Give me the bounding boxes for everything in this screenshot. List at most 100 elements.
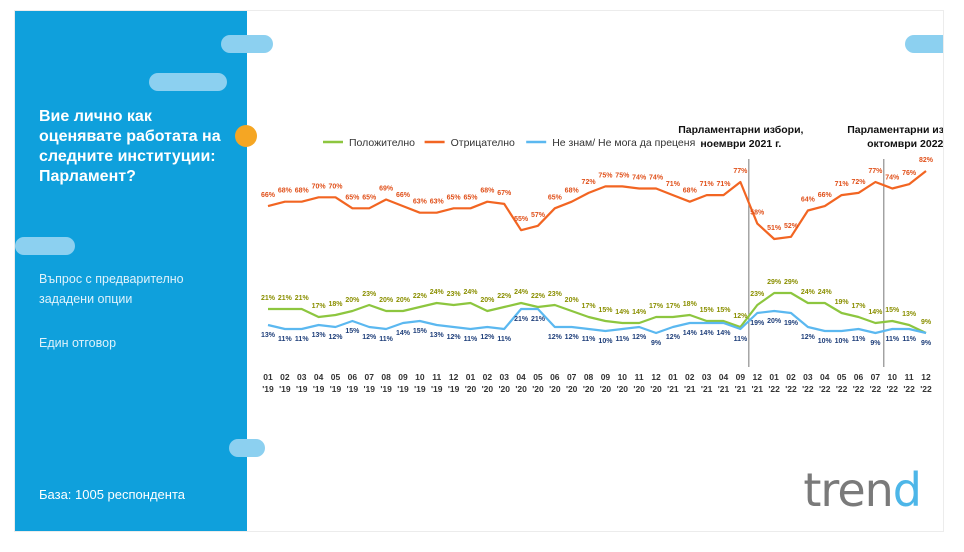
- data-label-positive: 21%: [261, 295, 276, 302]
- data-label-dont-know: 21%: [531, 316, 546, 323]
- slide: Вие лично как оценявате работата на след…: [14, 10, 944, 532]
- data-label-dont-know: 11%: [278, 336, 292, 343]
- decor-pill: [149, 73, 227, 91]
- x-tick-month: 04: [516, 372, 526, 382]
- x-tick-month: 05: [533, 372, 543, 382]
- x-tick-month: 05: [331, 372, 341, 382]
- x-tick-year: '20: [566, 384, 578, 394]
- data-label-negative: 66%: [396, 192, 411, 199]
- data-label-dont-know: 20%: [767, 318, 782, 325]
- x-tick-year: '22: [819, 384, 831, 394]
- data-label-positive: 17%: [582, 303, 597, 310]
- data-label-positive: 20%: [480, 297, 495, 304]
- data-label-negative: 63%: [413, 199, 428, 206]
- data-label-positive: 15%: [885, 307, 900, 314]
- data-label-dont-know: 10%: [818, 338, 833, 345]
- x-tick-month: 03: [297, 372, 307, 382]
- data-label-dont-know: 11%: [582, 336, 596, 343]
- answer-type-note: Един отговор: [39, 336, 117, 350]
- x-tick-year: '22: [836, 384, 848, 394]
- election-annotation: Парламентарни избори,: [847, 124, 943, 136]
- data-label-negative: 71%: [666, 181, 681, 188]
- data-label-dont-know: 12%: [548, 334, 563, 341]
- data-label-dont-know: 11%: [885, 336, 899, 343]
- question-title: Вие лично как оценявате работата на след…: [39, 108, 221, 185]
- data-label-positive: 9%: [921, 319, 932, 326]
- data-label-positive: 24%: [514, 289, 529, 296]
- x-tick-year: '19: [363, 384, 375, 394]
- data-label-negative: 70%: [312, 183, 327, 190]
- data-label-positive: 20%: [379, 297, 394, 304]
- x-tick-year: '19: [397, 384, 409, 394]
- data-label-positive: 19%: [835, 299, 850, 306]
- x-tick-month: 06: [854, 372, 864, 382]
- data-label-negative: 71%: [835, 181, 850, 188]
- data-label-positive: 15%: [700, 307, 715, 314]
- x-tick-year: '20: [482, 384, 494, 394]
- data-label-dont-know: 15%: [345, 328, 360, 335]
- x-tick-year: '20: [617, 384, 629, 394]
- data-label-negative: 65%: [362, 194, 377, 201]
- data-label-negative: 75%: [598, 172, 613, 179]
- data-label-positive: 17%: [312, 303, 327, 310]
- series-line-dont-know: [267, 307, 927, 335]
- x-tick-month: 12: [921, 372, 931, 382]
- x-tick-month: 08: [584, 372, 594, 382]
- logo-text: tren: [803, 463, 893, 517]
- data-label-positive: 22%: [531, 293, 546, 300]
- x-tick-month: 08: [381, 372, 391, 382]
- data-label-positive: 18%: [683, 301, 698, 308]
- x-tick-year: '20: [465, 384, 477, 394]
- data-label-dont-know: 13%: [261, 332, 276, 339]
- data-label-dont-know: 13%: [430, 332, 445, 339]
- election-annotation: Парламентарни избори,: [678, 124, 803, 136]
- data-label-dont-know: 11%: [615, 336, 629, 343]
- data-label-dont-know: 10%: [598, 338, 613, 345]
- data-label-positive: 21%: [295, 295, 310, 302]
- legend-label-dont-know: Не знам/ Не мога да преценя: [552, 137, 695, 149]
- x-tick-month: 04: [314, 372, 324, 382]
- x-tick-year: '20: [633, 384, 645, 394]
- x-tick-year: '22: [853, 384, 865, 394]
- x-tick-month: 12: [449, 372, 459, 382]
- data-label-negative: 68%: [683, 188, 698, 195]
- data-label-negative: 75%: [615, 172, 630, 179]
- x-tick-month: 06: [550, 372, 560, 382]
- data-label-positive: 23%: [548, 291, 563, 298]
- data-label-negative: 52%: [784, 223, 799, 230]
- data-label-dont-know: 11%: [464, 336, 478, 343]
- data-label-positive: 14%: [615, 309, 630, 316]
- x-tick-month: 09: [398, 372, 408, 382]
- data-label-negative: 71%: [700, 181, 715, 188]
- data-label-positive: 21%: [278, 295, 293, 302]
- x-tick-month: 07: [567, 372, 577, 382]
- data-label-dont-know: 12%: [565, 334, 580, 341]
- data-label-negative: 64%: [801, 196, 816, 203]
- x-tick-year: '19: [296, 384, 308, 394]
- data-label-positive: 17%: [666, 303, 681, 310]
- data-label-negative: 58%: [750, 210, 765, 217]
- x-tick-year: '21: [752, 384, 764, 394]
- data-label-dont-know: 14%: [700, 330, 715, 337]
- x-tick-month: 12: [753, 372, 763, 382]
- data-label-negative: 68%: [480, 188, 495, 195]
- x-tick-month: 10: [888, 372, 898, 382]
- data-label-negative: 70%: [328, 183, 343, 190]
- data-label-positive: 24%: [801, 289, 816, 296]
- x-tick-month: 02: [786, 372, 796, 382]
- data-label-negative: 68%: [278, 188, 293, 195]
- x-tick-month: 09: [601, 372, 611, 382]
- data-label-negative: 76%: [902, 170, 917, 177]
- data-label-negative: 74%: [885, 175, 900, 182]
- x-tick-year: '20: [515, 384, 527, 394]
- data-label-positive: 29%: [767, 279, 782, 286]
- x-tick-year: '19: [313, 384, 325, 394]
- x-tick-year: '22: [903, 384, 915, 394]
- data-label-positive: 24%: [463, 289, 478, 296]
- data-label-positive: 17%: [852, 303, 867, 310]
- data-label-dont-know: 14%: [717, 330, 732, 337]
- legend-label-positive: Положително: [349, 137, 415, 149]
- trend-logo: trend: [803, 463, 922, 517]
- data-label-negative: 77%: [868, 168, 883, 175]
- data-label-dont-know: 19%: [784, 320, 799, 327]
